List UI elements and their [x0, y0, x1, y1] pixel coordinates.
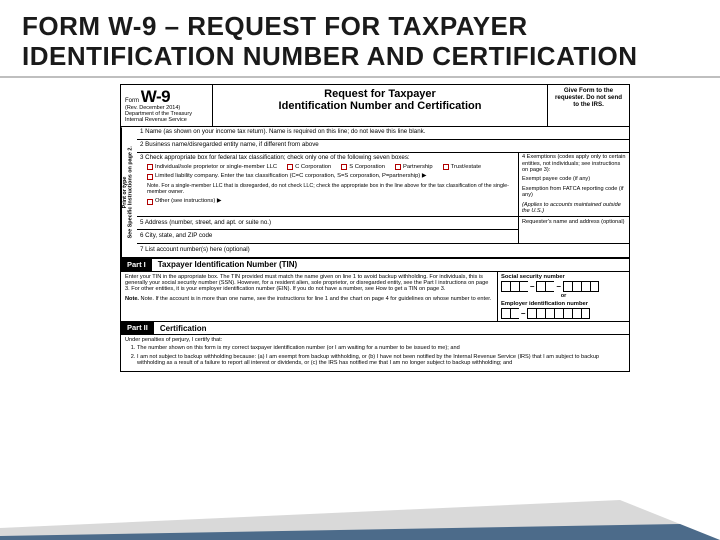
checkbox-llc[interactable]: Limited liability company. Enter the tax…: [147, 173, 426, 180]
checkbox-other[interactable]: Other (see instructions) ▶: [147, 198, 221, 205]
part1-title: Taxpayer Identification Number (TIN): [152, 260, 297, 269]
form-header: Form W-9 (Rev. December 2014) Department…: [121, 85, 629, 127]
cert-item-2: I am not subject to backup withholding b…: [137, 354, 625, 367]
header-left: Form W-9 (Rev. December 2014) Department…: [121, 85, 213, 126]
cert-item-1: The number shown on this form is my corr…: [137, 345, 625, 351]
tin-boxes: Social security number – – or Employer i…: [497, 272, 629, 322]
body-section: Print or type See Specific Instructions …: [121, 127, 629, 258]
field-3-intro: 3 Check appropriate box for federal tax …: [137, 153, 518, 163]
header-right: Give Form to the requester. Do not send …: [547, 85, 629, 126]
field-4-exemptions: 4 Exemptions (codes apply only to certai…: [519, 153, 629, 216]
field-3-classification: 3 Check appropriate box for federal tax …: [137, 153, 519, 216]
checkbox-c-corp[interactable]: C Corporation: [287, 164, 331, 171]
part1-tag: Part I: [121, 259, 152, 271]
checkbox-s-corp[interactable]: S Corporation: [341, 164, 385, 171]
f4-fatca: Exemption from FATCA reporting code (if …: [522, 186, 626, 199]
field-7-account[interactable]: 7 List account number(s) here (optional): [137, 244, 629, 257]
field-5-address[interactable]: 5 Address (number, street, and apt. or s…: [137, 217, 518, 230]
requester-address[interactable]: Requester's name and address (optional): [519, 217, 629, 243]
field-6-city[interactable]: 6 City, state, and ZIP code: [137, 230, 518, 243]
title-line2: Identification Number and Certification: [217, 100, 543, 113]
part2-tag: Part II: [121, 322, 154, 334]
form-w9: Form W-9 (Rev. December 2014) Department…: [120, 84, 630, 372]
checkbox-individual[interactable]: Individual/sole proprietor or single-mem…: [147, 164, 277, 171]
tin-section: Enter your TIN in the appropriate box. T…: [121, 272, 629, 322]
f4-note: (Applies to accounts maintained outside …: [522, 202, 626, 215]
form-irs: Internal Revenue Service: [125, 118, 208, 124]
form-label: Form: [125, 98, 139, 104]
form-number: W-9: [141, 87, 170, 106]
field-1-name[interactable]: 1 Name (as shown on your income tax retu…: [137, 127, 629, 140]
side-label: Print or type See Specific Instructions …: [121, 127, 137, 257]
side-bottom: See Specific Instructions on page 2.: [127, 146, 133, 238]
decorative-swoosh: [0, 460, 720, 540]
checkbox-trust[interactable]: Trust/estate: [443, 164, 481, 171]
ssn-boxes[interactable]: – –: [501, 281, 626, 292]
part1-bar: Part I Taxpayer Identification Number (T…: [121, 258, 629, 272]
field-2-business[interactable]: 2 Business name/disregarded entity name,…: [137, 140, 629, 153]
or-text: or: [501, 292, 626, 300]
part2-title: Certification: [154, 324, 207, 333]
f4-title: 4 Exemptions (codes apply only to certai…: [522, 154, 626, 173]
cert-intro: Under penalties of perjury, I certify th…: [125, 337, 625, 343]
ssn-label: Social security number: [501, 274, 626, 281]
ein-boxes[interactable]: –: [501, 308, 626, 319]
main-column: 1 Name (as shown on your income tax retu…: [137, 127, 629, 257]
llc-note: Note. For a single-member LLC that is di…: [137, 182, 518, 197]
slide-title: FORM W-9 – REQUEST FOR TAXPAYER IDENTIFI…: [0, 0, 720, 78]
header-center: Request for Taxpayer Identification Numb…: [213, 85, 547, 126]
tin-note: Note. Note. If the account is in more th…: [125, 296, 493, 302]
ein-label: Employer identification number: [501, 301, 626, 308]
certification-body: Under penalties of perjury, I certify th…: [121, 335, 629, 371]
title-line1: Request for Taxpayer: [217, 88, 543, 101]
checkbox-partnership[interactable]: Partnership: [395, 164, 433, 171]
part2-bar: Part II Certification: [121, 321, 629, 335]
f4-payee: Exempt payee code (if any): [522, 176, 626, 182]
tin-instructions: Enter your TIN in the appropriate box. T…: [121, 272, 497, 322]
tin-body: Enter your TIN in the appropriate box. T…: [125, 274, 493, 293]
